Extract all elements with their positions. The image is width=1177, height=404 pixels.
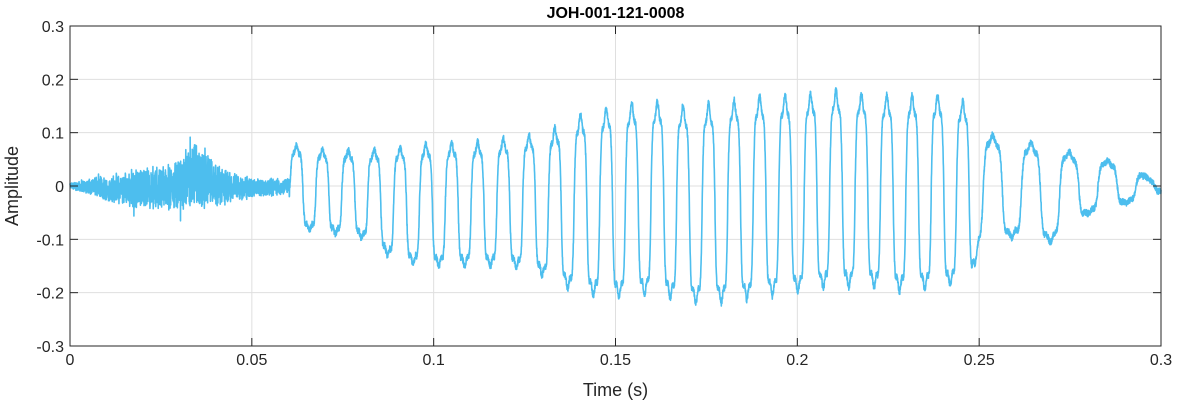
y-axis-label: Amplitude — [2, 146, 22, 226]
x-tick-label: 0.15 — [600, 352, 631, 369]
chart-title: JOH-001-121-0008 — [547, 5, 685, 22]
waveform-series — [69, 87, 1162, 307]
axis-ticks: 0 0.05 0.1 0.15 0.2 0.25 0.3 -0.3 -0.2 -0.1 0 0.1 0.… — [36, 19, 1172, 369]
x-tick-label: 0.2 — [786, 352, 808, 369]
waveform-line — [69, 87, 1162, 307]
x-tick-label: 0.05 — [236, 352, 267, 369]
y-tick-label: -0.1 — [36, 232, 64, 249]
y-tick-label: -0.3 — [36, 339, 64, 356]
x-tick-label: 0.3 — [1150, 352, 1172, 369]
x-tick-label: 0.1 — [423, 352, 445, 369]
x-axis-label: Time (s) — [583, 380, 648, 400]
x-tick-label: 0 — [66, 352, 75, 369]
x-tick-label: 0.25 — [964, 352, 995, 369]
y-tick-label: 0.2 — [42, 72, 64, 89]
y-tick-label: 0.3 — [42, 19, 64, 36]
y-tick-label: 0 — [55, 179, 64, 196]
y-tick-label: 0.1 — [42, 126, 64, 143]
y-tick-label: -0.2 — [36, 286, 64, 303]
